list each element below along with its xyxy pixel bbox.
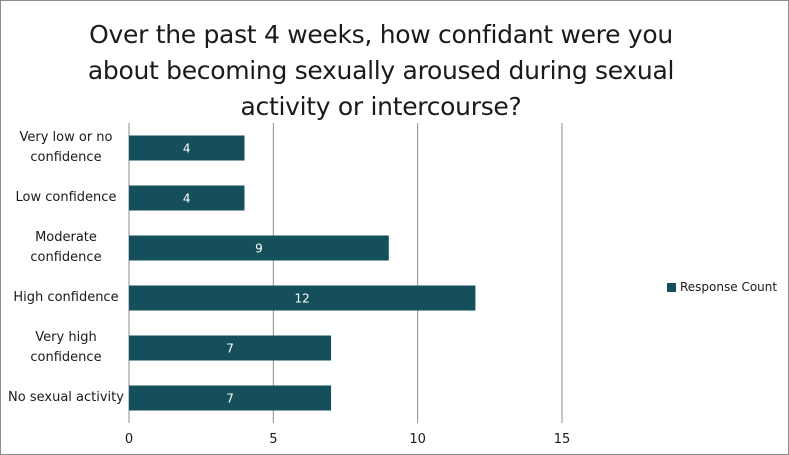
- category-label: No sexual activity: [8, 390, 124, 405]
- legend-label: Response Count: [680, 280, 778, 294]
- x-tick-label: 5: [269, 432, 277, 447]
- legend-swatch: [667, 282, 676, 292]
- bar-data-label: 12: [295, 292, 310, 306]
- bar: [129, 185, 245, 211]
- x-tick-label: 10: [409, 432, 426, 447]
- bar-data-label: 7: [226, 392, 234, 406]
- category-label: Low confidence: [15, 190, 117, 205]
- bar: [129, 235, 389, 261]
- bar: [129, 385, 332, 411]
- bar: [129, 135, 245, 161]
- category-label: Very high confidence: [30, 330, 102, 365]
- x-tick-label: 0: [125, 432, 133, 447]
- x-tick-label: 15: [554, 432, 571, 447]
- bar-data-label: 4: [183, 142, 191, 156]
- bar-data-label: 4: [183, 192, 191, 206]
- legend: Response Count: [667, 280, 777, 294]
- category-label: Moderate confidence: [30, 230, 102, 265]
- bar-data-label: 9: [255, 242, 263, 256]
- chart-title: Over the past 4 weeks, how confidant wer…: [87, 20, 675, 121]
- category-label: High confidence: [13, 290, 119, 305]
- bar: [129, 335, 332, 361]
- bar-data-label: 7: [226, 342, 234, 356]
- category-label: Very low or no confidence: [19, 130, 113, 165]
- bar: [129, 285, 476, 311]
